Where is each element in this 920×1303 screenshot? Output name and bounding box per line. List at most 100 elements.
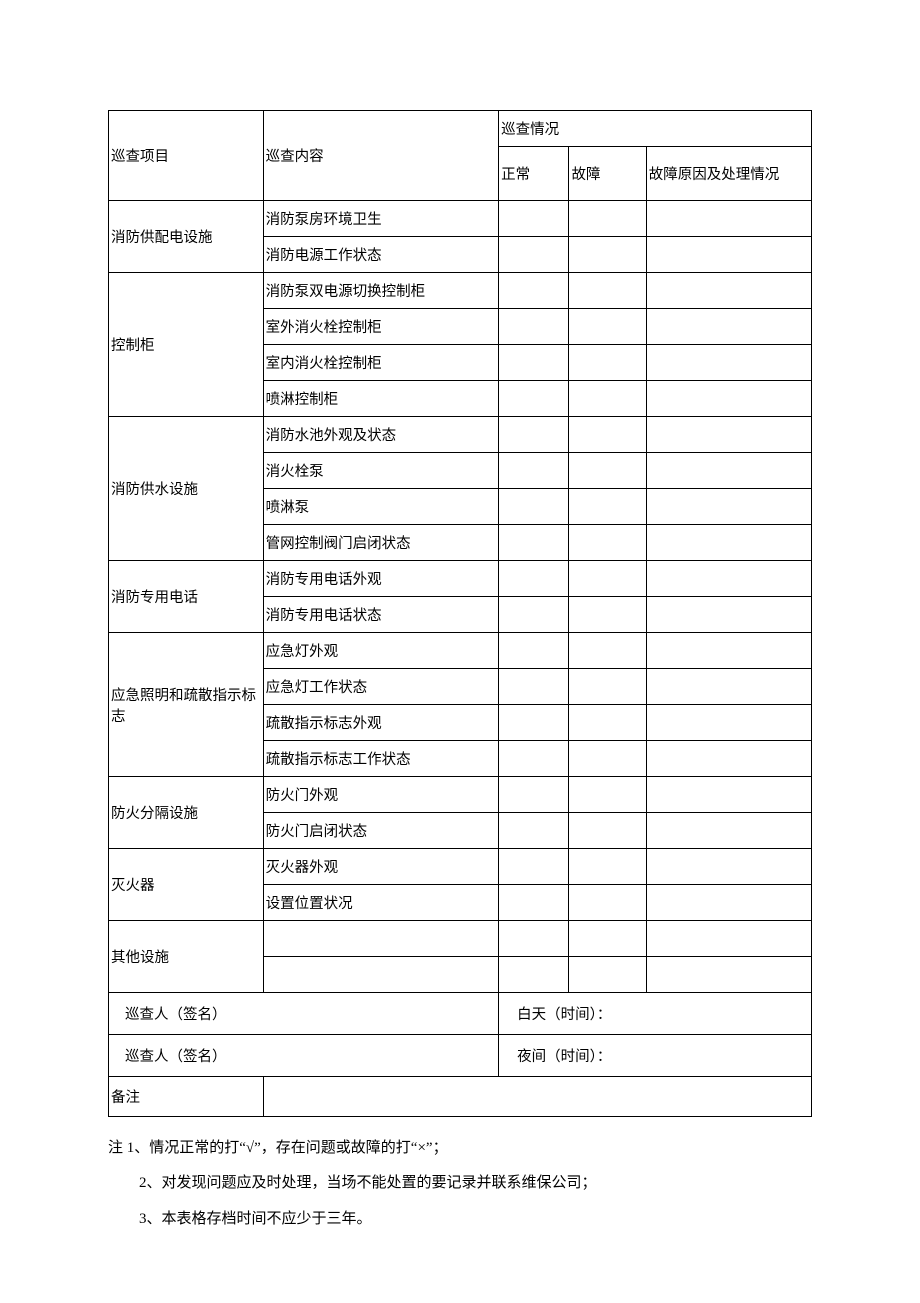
- table-row: 消防供配电设施消防泵房环境卫生: [109, 201, 812, 237]
- normal-cell: [499, 813, 569, 849]
- content-cell: 灭火器外观: [263, 849, 499, 885]
- fault-cell: [569, 345, 646, 381]
- content-cell: 疏散指示标志外观: [263, 705, 499, 741]
- normal-cell: [499, 381, 569, 417]
- fault-cell: [569, 957, 646, 993]
- normal-cell: [499, 633, 569, 669]
- normal-cell: [499, 777, 569, 813]
- note-3: 3、本表格存档时间不应少于三年。: [108, 1202, 812, 1237]
- content-cell: 疏散指示标志工作状态: [263, 741, 499, 777]
- table-row: 防火分隔设施防火门外观: [109, 777, 812, 813]
- fault-cell: [569, 705, 646, 741]
- header-item: 巡查项目: [109, 111, 264, 201]
- section-label: 消防供水设施: [109, 417, 264, 561]
- sign-left: 巡查人（签名）: [109, 1035, 499, 1077]
- inspection-table: 巡查项目 巡查内容 巡查情况 正常 故障 故障原因及处理情况 消防供配电设施消防…: [108, 110, 812, 1117]
- reason-cell: [646, 885, 811, 921]
- normal-cell: [499, 237, 569, 273]
- normal-cell: [499, 669, 569, 705]
- reason-cell: [646, 633, 811, 669]
- remark-row: 备注: [109, 1077, 812, 1117]
- remark-label: 备注: [109, 1077, 264, 1117]
- content-cell: 喷淋泵: [263, 489, 499, 525]
- section-label: 消防专用电话: [109, 561, 264, 633]
- content-cell: 消防专用电话状态: [263, 597, 499, 633]
- reason-cell: [646, 489, 811, 525]
- content-cell: 设置位置状况: [263, 885, 499, 921]
- reason-cell: [646, 561, 811, 597]
- reason-cell: [646, 417, 811, 453]
- table-row: 其他设施: [109, 921, 812, 957]
- content-cell: 防火门启闭状态: [263, 813, 499, 849]
- content-cell: 消防泵双电源切换控制柜: [263, 273, 499, 309]
- note-1: 注 1、情况正常的打“√”，存在问题或故障的打“×”；: [108, 1131, 812, 1166]
- fault-cell: [569, 741, 646, 777]
- table-row: 灭火器灭火器外观: [109, 849, 812, 885]
- header-content: 巡查内容: [263, 111, 499, 201]
- content-cell: 喷淋控制柜: [263, 381, 499, 417]
- normal-cell: [499, 345, 569, 381]
- content-cell: [263, 921, 499, 957]
- normal-cell: [499, 525, 569, 561]
- header-row-1: 巡查项目 巡查内容 巡查情况: [109, 111, 812, 147]
- fault-cell: [569, 201, 646, 237]
- fault-cell: [569, 237, 646, 273]
- section-label: 其他设施: [109, 921, 264, 993]
- notes-section: 注 1、情况正常的打“√”，存在问题或故障的打“×”； 2、对发现问题应及时处理…: [108, 1131, 812, 1237]
- content-cell: 消防水池外观及状态: [263, 417, 499, 453]
- normal-cell: [499, 561, 569, 597]
- reason-cell: [646, 273, 811, 309]
- sign-row: 巡查人（签名）夜间（时间）：: [109, 1035, 812, 1077]
- content-cell: 防火门外观: [263, 777, 499, 813]
- reason-cell: [646, 309, 811, 345]
- content-cell: 管网控制阀门启闭状态: [263, 525, 499, 561]
- reason-cell: [646, 597, 811, 633]
- normal-cell: [499, 741, 569, 777]
- normal-cell: [499, 849, 569, 885]
- section-label: 应急照明和疏散指示标志: [109, 633, 264, 777]
- table-row: 消防供水设施消防水池外观及状态: [109, 417, 812, 453]
- fault-cell: [569, 417, 646, 453]
- normal-cell: [499, 309, 569, 345]
- table-row: 控制柜消防泵双电源切换控制柜: [109, 273, 812, 309]
- sign-row: 巡查人（签名）白天（时间）：: [109, 993, 812, 1035]
- fault-cell: [569, 525, 646, 561]
- fault-cell: [569, 777, 646, 813]
- fault-cell: [569, 885, 646, 921]
- fault-cell: [569, 813, 646, 849]
- normal-cell: [499, 273, 569, 309]
- sign-left: 巡查人（签名）: [109, 993, 499, 1035]
- content-cell: 消火栓泵: [263, 453, 499, 489]
- fault-cell: [569, 921, 646, 957]
- reason-cell: [646, 849, 811, 885]
- note-2: 2、对发现问题应及时处理，当场不能处置的要记录并联系维保公司；: [108, 1166, 812, 1201]
- reason-cell: [646, 453, 811, 489]
- table-row: 消防专用电话消防专用电话外观: [109, 561, 812, 597]
- content-cell: 应急灯工作状态: [263, 669, 499, 705]
- fault-cell: [569, 669, 646, 705]
- content-cell: 室内消火栓控制柜: [263, 345, 499, 381]
- fault-cell: [569, 453, 646, 489]
- fault-cell: [569, 597, 646, 633]
- normal-cell: [499, 597, 569, 633]
- fault-cell: [569, 633, 646, 669]
- remark-cell: [263, 1077, 811, 1117]
- header-situation: 巡查情况: [499, 111, 812, 147]
- section-label: 消防供配电设施: [109, 201, 264, 273]
- content-cell: 消防电源工作状态: [263, 237, 499, 273]
- content-cell: 消防泵房环境卫生: [263, 201, 499, 237]
- reason-cell: [646, 741, 811, 777]
- section-label: 防火分隔设施: [109, 777, 264, 849]
- reason-cell: [646, 381, 811, 417]
- header-normal: 正常: [499, 147, 569, 201]
- reason-cell: [646, 705, 811, 741]
- content-cell: 室外消火栓控制柜: [263, 309, 499, 345]
- normal-cell: [499, 705, 569, 741]
- normal-cell: [499, 885, 569, 921]
- content-cell: 消防专用电话外观: [263, 561, 499, 597]
- fault-cell: [569, 309, 646, 345]
- content-cell: [263, 957, 499, 993]
- content-cell: 应急灯外观: [263, 633, 499, 669]
- sign-right: 白天（时间）：: [499, 993, 812, 1035]
- fault-cell: [569, 561, 646, 597]
